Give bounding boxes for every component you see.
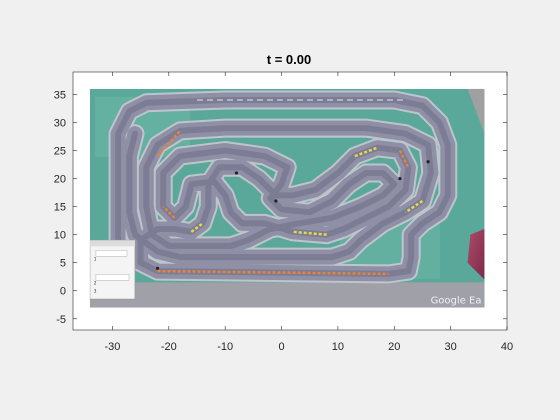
data-point (234, 171, 239, 175)
curb (157, 269, 389, 276)
curb (292, 230, 327, 236)
dialog-label: 3 (94, 288, 97, 293)
map-watermark: Google Ea (431, 296, 482, 307)
curb (354, 146, 378, 158)
data-point (398, 176, 402, 181)
y-tick-label: 15 (54, 202, 66, 214)
pavement-strip (89, 282, 485, 308)
dialog-label: 2 (94, 280, 97, 285)
x-tick-label: 10 (332, 341, 344, 353)
chart-title: t = 0.00 (267, 52, 311, 67)
dialog-window-image: 1 2 3 (89, 239, 136, 300)
dialog-label: 1 (94, 256, 97, 261)
x-tick-label: 20 (388, 341, 400, 353)
y-tick-label: -5 (56, 314, 66, 326)
y-tick-label: 10 (54, 230, 66, 242)
curb (190, 222, 204, 233)
dialog-dropdown (95, 274, 130, 281)
curb (156, 130, 182, 157)
roof (467, 229, 485, 280)
data-point (155, 266, 160, 270)
y-axis: -5 0 5 10 15 20 25 30 35 (54, 89, 507, 326)
dialog-titlebar (89, 240, 135, 247)
x-tick-label: 30 (445, 341, 457, 353)
x-tick-label: 0 (278, 341, 284, 353)
axes-box (72, 71, 508, 331)
curb (398, 149, 410, 168)
y-tick-label: 0 (60, 286, 66, 298)
track-map-image: 1 2 3 Google Ea (89, 88, 485, 308)
x-tick-label: -20 (161, 341, 177, 353)
x-tick-label: -30 (105, 341, 121, 353)
data-point (274, 199, 278, 203)
y-tick-label: 25 (54, 146, 66, 158)
curb (404, 199, 424, 214)
y-tick-label: 20 (54, 174, 66, 186)
axes-frame (72, 71, 508, 331)
y-tick-label: 5 (60, 258, 66, 270)
corner-building (467, 88, 485, 134)
data-markers (155, 160, 430, 270)
y-tick-label: 30 (54, 117, 66, 129)
dialog-frame (89, 239, 136, 300)
curb (162, 205, 176, 219)
x-tick-label: 40 (501, 341, 513, 353)
dialog-field (95, 250, 128, 257)
data-point (426, 160, 430, 164)
x-tick-label: -10 (217, 341, 233, 353)
x-axis: -30 -20 -10 0 10 20 30 40 (105, 72, 513, 353)
y-tick-label: 35 (54, 89, 66, 101)
racing-line (115, 97, 451, 277)
